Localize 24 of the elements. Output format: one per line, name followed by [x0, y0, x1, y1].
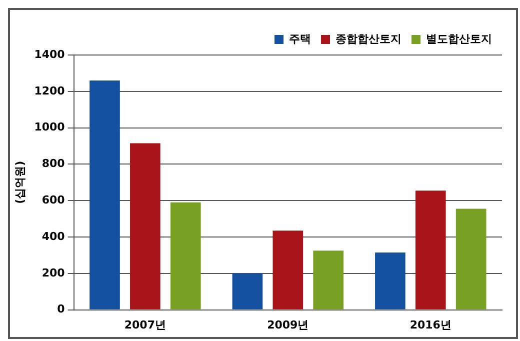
y-axis-title: (십억원)	[13, 160, 26, 204]
bar	[130, 143, 160, 310]
y-tick-label: 400	[42, 230, 66, 243]
bar	[90, 80, 120, 310]
bar	[232, 273, 263, 310]
legend-label: 주택	[289, 32, 311, 46]
x-tick-label: 2007년	[124, 318, 166, 332]
y-tick-label: 600	[42, 193, 66, 206]
bar	[375, 252, 406, 310]
bar	[272, 230, 304, 310]
bar	[415, 190, 446, 310]
y-tick-label: 200	[42, 266, 66, 280]
x-tick-label: 2016년	[410, 318, 452, 332]
bar	[456, 208, 486, 310]
y-tick-label: 1200	[34, 84, 66, 98]
y-tick-label: 1000	[34, 120, 66, 134]
y-tick-label: 800	[42, 157, 66, 170]
y-tick-label: 1400	[34, 48, 66, 61]
x-tick-label: 2009년	[267, 318, 309, 332]
bar	[170, 202, 201, 310]
y-tick-label: 0	[57, 302, 66, 316]
bar	[313, 250, 344, 310]
legend-label: 종합합산토지	[336, 32, 402, 46]
legend-label: 별도합산토지	[426, 32, 492, 46]
